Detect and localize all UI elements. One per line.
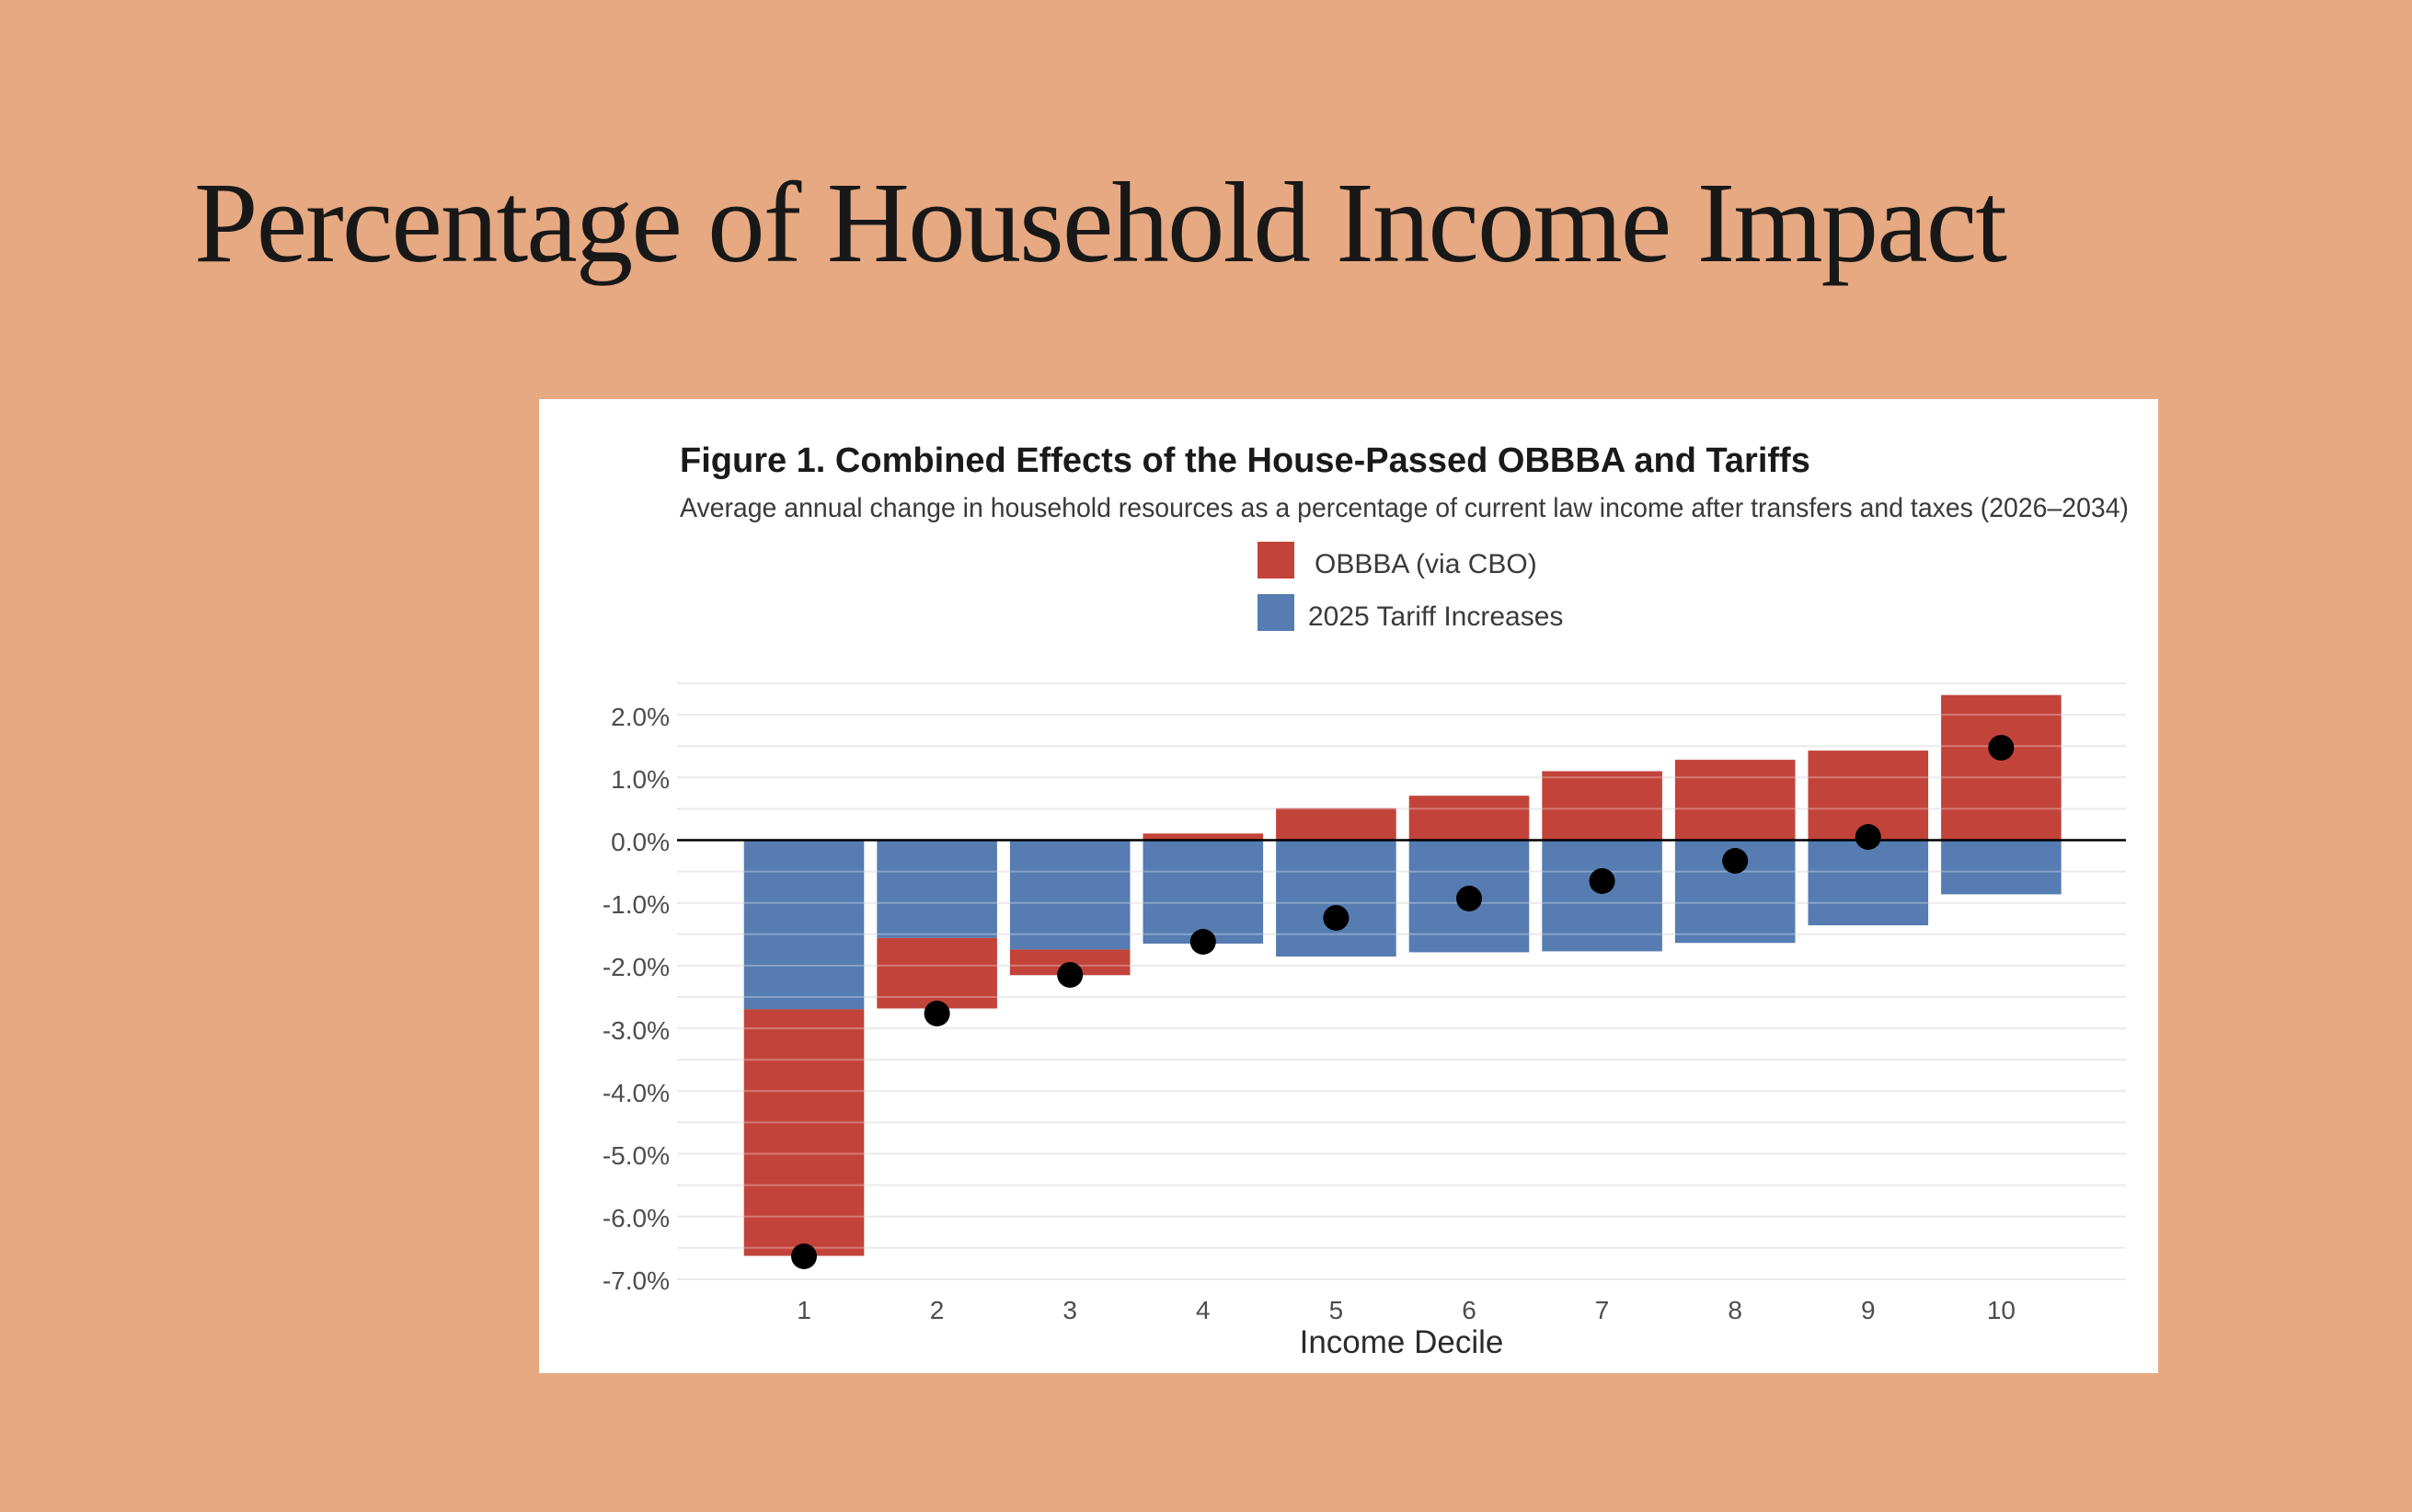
svg-text:10: 10 bbox=[1987, 1296, 2016, 1324]
svg-text:-2.0%: -2.0% bbox=[603, 953, 670, 981]
svg-text:2025 Tariff Increases: 2025 Tariff Increases bbox=[1308, 601, 1563, 632]
svg-text:-1.0%: -1.0% bbox=[603, 890, 670, 919]
svg-text:-7.0%: -7.0% bbox=[603, 1266, 670, 1295]
svg-text:7: 7 bbox=[1595, 1296, 1610, 1324]
svg-text:2: 2 bbox=[930, 1296, 945, 1324]
svg-text:-3.0%: -3.0% bbox=[603, 1016, 670, 1045]
svg-text:5: 5 bbox=[1329, 1296, 1344, 1324]
svg-text:8: 8 bbox=[1728, 1296, 1742, 1324]
svg-text:0.0%: 0.0% bbox=[611, 828, 670, 856]
svg-text:-4.0%: -4.0% bbox=[603, 1079, 670, 1107]
svg-text:9: 9 bbox=[1861, 1296, 1876, 1324]
svg-text:Figure 1. Combined Effects of: Figure 1. Combined Effects of the House-… bbox=[680, 441, 1810, 480]
svg-text:Percentage of Household Income: Percentage of Household Income Impact bbox=[194, 160, 2007, 287]
svg-text:-5.0%: -5.0% bbox=[603, 1141, 670, 1170]
svg-text:OBBBA (via CBO): OBBBA (via CBO) bbox=[1315, 549, 1537, 579]
svg-text:1.0%: 1.0% bbox=[611, 765, 670, 794]
svg-text:4: 4 bbox=[1196, 1296, 1211, 1324]
svg-text:-6.0%: -6.0% bbox=[603, 1204, 670, 1232]
svg-text:3: 3 bbox=[1062, 1296, 1077, 1324]
svg-text:Average annual change in house: Average annual change in household resou… bbox=[680, 493, 2129, 523]
svg-text:Income Decile: Income Decile bbox=[1300, 1324, 1504, 1360]
svg-text:6: 6 bbox=[1462, 1296, 1476, 1324]
svg-text:1: 1 bbox=[797, 1296, 811, 1324]
svg-text:2.0%: 2.0% bbox=[611, 703, 670, 731]
